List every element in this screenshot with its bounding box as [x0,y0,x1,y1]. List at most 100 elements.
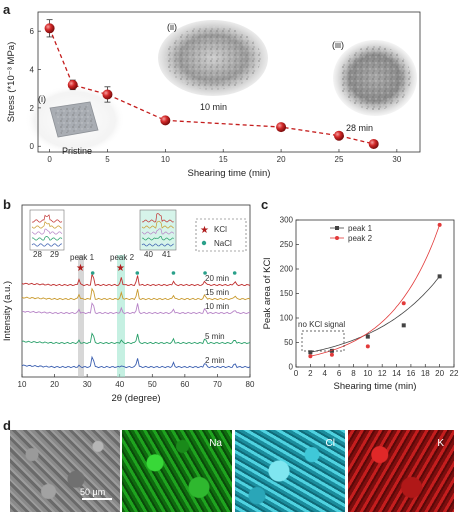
y-tick-label-c-4: 200 [280,265,294,274]
x-axis-label-a: Shearing time (min) [188,168,271,179]
xrd-trace-1 [21,332,251,345]
legend-kcl: KCl [214,225,227,234]
legend-nacl: NaCl [214,239,232,248]
scale-bar [82,498,112,500]
x-tick-label-b-3: 40 [115,380,124,389]
annotation-ii: (ii) [167,22,177,32]
nacl-dot-icon [201,240,207,246]
inset1-trace-3 [31,221,63,229]
nacl-marker-2 [171,271,176,275]
annotation-i: (i) [38,94,46,104]
y-tick-label-c-1: 50 [284,338,293,347]
stress-point-4 [276,122,287,133]
trace-label-2: 10 min [205,302,229,311]
inset2-trace-4 [141,213,174,223]
inset1-trace-4 [31,214,63,223]
inset2-trace-2 [141,228,175,235]
peak2-point-1 [329,352,334,357]
x-tick-label-a-3: 15 [219,155,228,164]
legend-c: peak 1 peak 2 [330,224,373,243]
x-tick-label-c-4: 8 [351,369,356,378]
annotation-28min: 28 min [346,123,373,133]
peak1-highlight [78,255,84,377]
y-tick-label-c-0: 0 [289,363,294,372]
x-axis-label-b: 2θ (degree) [111,393,160,404]
y-tick-label-a-2: 4 [30,66,35,75]
stress-point-3 [160,115,171,126]
photo-28min [333,40,417,116]
x-tick-label-b-6: 70 [213,380,222,389]
x-tick-label-c-1: 2 [308,369,313,378]
inset2-trace-3 [141,220,174,229]
x-tick-label-c-3: 6 [337,369,342,378]
xrd-trace-3 [21,287,251,301]
kcl-marker-icon-2: ★ [116,263,125,274]
stress-point-0 [44,23,55,34]
y-axis-label-a: Stress (*10⁻³ MPa) [6,42,17,123]
eds-label-cl: Cl [325,438,335,449]
eds-map-k: K [348,430,454,512]
inset1-trace-2 [31,228,63,235]
x-axis-label-c: Shearing time (min) [334,381,417,392]
peak2-label: peak 2 [110,253,135,262]
x-tick-label-a-4: 20 [277,155,286,164]
panel-c: c 0 2 4 6 8 10 12 14 16 18 20 22 0 50 100 150 200 250 300 S… [258,195,461,420]
eds-map-sem: 50 μm [10,430,120,512]
inset2-trace-0 [141,243,174,247]
nacl-marker-1 [135,271,140,275]
no-signal-box [301,330,345,352]
x-tick-label-b-7: 80 [246,380,255,389]
no-signal-label: no KCl signal [298,320,345,329]
y-tick-label-a-1: 2 [30,104,35,113]
inset-peak1: 28 29 [29,209,65,259]
trace-label-3: 15 min [205,288,229,297]
x-tick-label-a-6: 30 [392,155,401,164]
legend-peak1: peak 1 [348,224,373,233]
x-tick-label-a-2: 10 [161,155,170,164]
kcl-star-icon: ★ [200,225,209,236]
x-tick-label-c-2: 4 [323,369,328,378]
x-tick-label-a-5: 25 [335,155,344,164]
inset2-tick-40: 40 [144,250,153,259]
panel-b: b 10 20 30 40 50 60 70 80 2θ (degree) Intensity (… [0,195,260,420]
y-axis-label-c: Peak area of KCl [262,258,273,330]
x-tick-label-c-6: 12 [378,369,387,378]
inset2-trace-1 [142,236,174,241]
x-tick-label-b-5: 60 [180,380,189,389]
xrd-trace-4 [21,272,251,287]
y-tick-label-c-3: 150 [280,289,294,298]
x-tick-label-a-0: 0 [47,155,52,164]
legend-peak2: peak 2 [348,234,373,243]
x-tick-label-c-7: 14 [392,369,401,378]
nacl-marker-0 [90,271,95,275]
stress-point-1 [67,79,78,90]
panel-label-c: c [261,197,269,212]
annotation-10min: 10 min [200,102,227,112]
panel-label-a: a [3,2,11,17]
peak2-point-3 [401,301,406,306]
plot-frame-a [37,11,421,153]
peak1-point-3 [401,323,406,328]
inset1-trace-1 [31,236,63,241]
eds-map-na: Na [122,430,232,512]
eds-label-na: Na [209,438,222,449]
panel-label-b: b [3,197,11,212]
inset1-tick-28: 28 [33,250,42,259]
peak1-point-2 [365,334,370,339]
y-tick-label-c-6: 300 [280,216,294,225]
inset1-trace-0 [31,243,63,247]
x-tick-label-b-4: 50 [148,380,157,389]
annotation-iii: (iii) [332,40,344,50]
x-tick-label-c-10: 20 [435,369,444,378]
x-tick-label-c-8: 16 [406,369,415,378]
fit-curve-1 [310,224,440,357]
x-tick-label-b-2: 30 [83,380,92,389]
x-tick-label-b-1: 20 [50,380,59,389]
trace-label-0: 2 min [205,356,225,365]
peak2-point-0 [308,354,313,359]
trace-label-4: 20 min [205,274,229,283]
xrd-trace-2 [21,302,251,315]
kcl-marker-icon-1: ★ [76,263,85,274]
xrd-chart: 10 20 30 40 50 60 70 80 2θ (degree) Intensity (a.… [2,204,255,404]
peak1-point-1 [329,348,334,353]
